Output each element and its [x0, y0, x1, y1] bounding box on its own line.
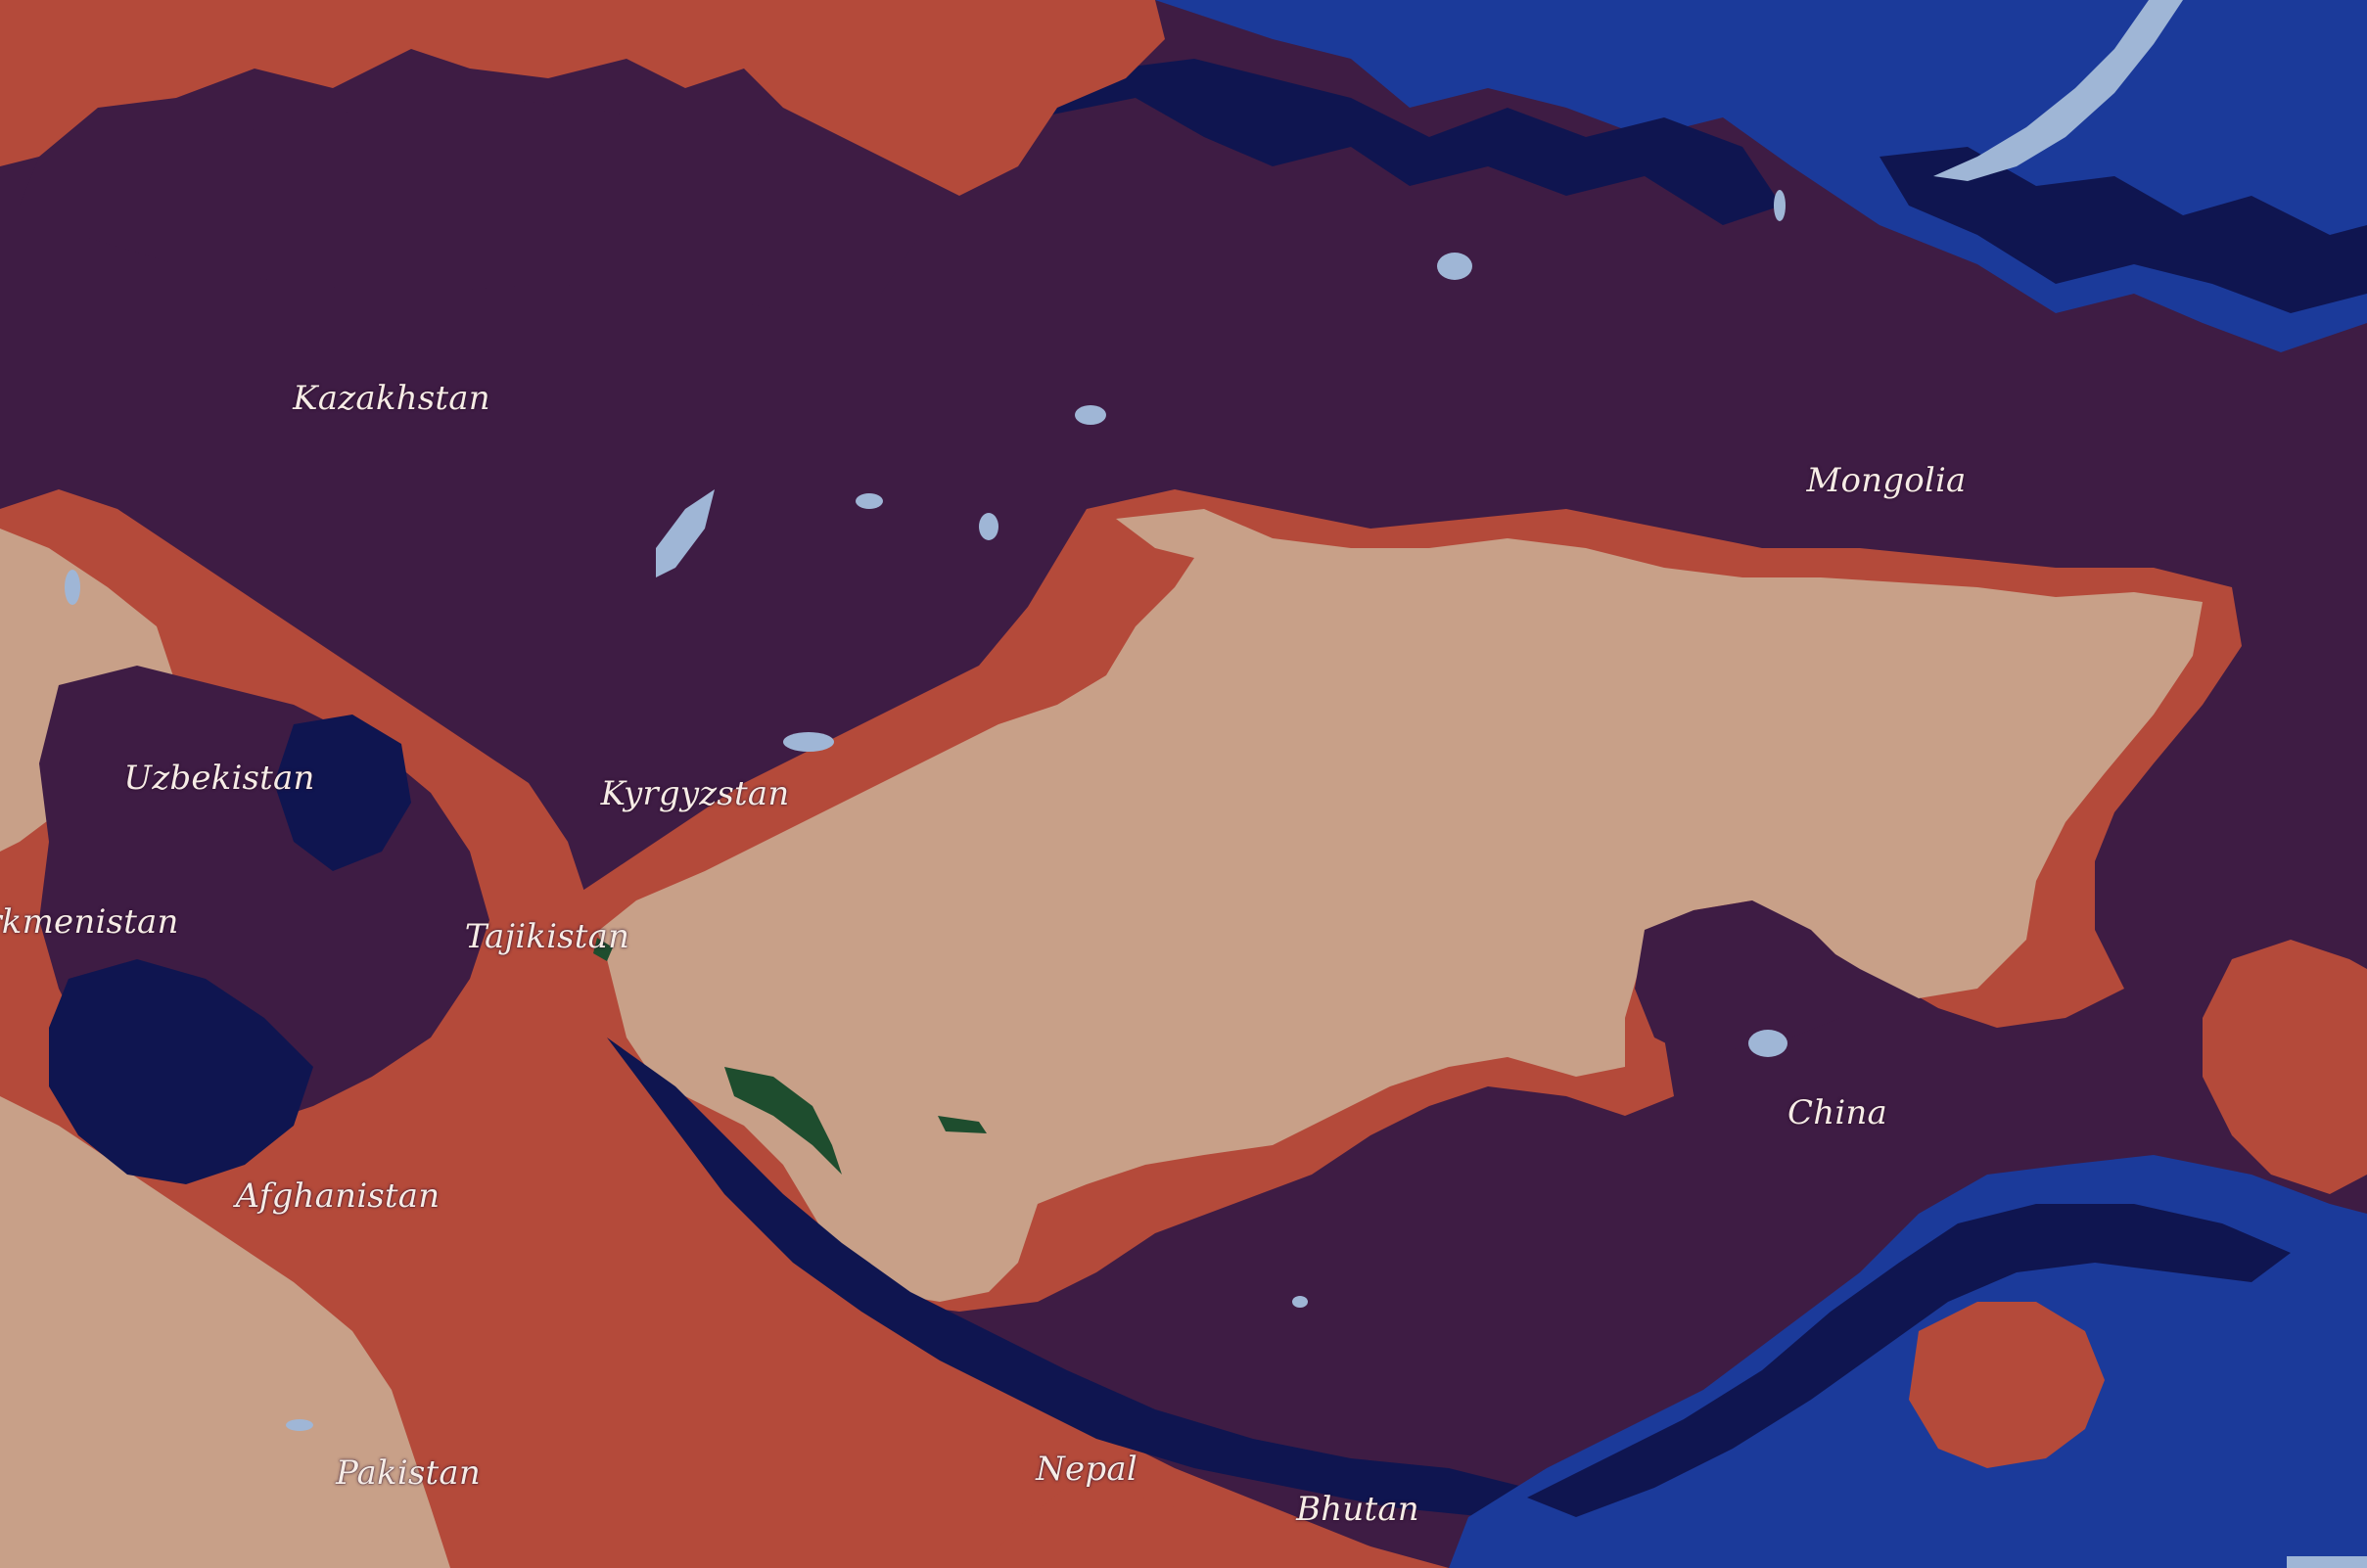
region-himalaya-navy: [607, 1038, 1527, 1517]
region-south-terracotta-strip: [979, 1478, 1449, 1568]
label-kazakhstan[interactable]: Kazakhstan: [293, 379, 490, 418]
forest-patch-1: [724, 1067, 842, 1175]
region-north-east-navy-2: [1880, 147, 2367, 313]
label-mongolia[interactable]: Mongolia: [1806, 461, 1967, 500]
label-afghanistan[interactable]: Afghanistan: [235, 1176, 441, 1216]
lake-6: [65, 570, 80, 605]
label-tajikistan[interactable]: Tajikistan: [464, 917, 630, 956]
edge-strip: [2287, 1556, 2367, 1568]
region-plateau-sand: [558, 509, 2203, 1302]
forest-patch-3: [593, 938, 613, 961]
lake-1: [1437, 253, 1472, 280]
region-west-navy-2: [274, 715, 411, 871]
label-turkmenistan[interactable]: rkmenistan: [0, 902, 179, 942]
lake-7: [286, 1419, 313, 1431]
lake-balkhash: [656, 489, 715, 577]
lake-9: [1774, 190, 1786, 221]
label-kyrgyzstan[interactable]: Kyrgyzstan: [600, 774, 790, 813]
label-china[interactable]: China: [1787, 1093, 1887, 1132]
label-pakistan[interactable]: Pakistan: [336, 1453, 481, 1493]
region-basin-purple: [1635, 900, 1850, 1057]
label-nepal[interactable]: Nepal: [1036, 1450, 1137, 1489]
region-north-purple-inlet: [20, 98, 920, 313]
region-south-east-terracotta: [1909, 1302, 2105, 1468]
lake-5: [979, 513, 998, 540]
region-north-terracotta: [0, 0, 1165, 196]
region-south-east-navy: [1527, 1204, 2291, 1517]
lake-baikal: [1933, 0, 2183, 181]
region-west-navy: [49, 959, 313, 1184]
label-bhutan[interactable]: Bhutan: [1296, 1490, 1419, 1529]
region-west-sand: [0, 1096, 450, 1568]
lake-basin: [1748, 1030, 1787, 1057]
lake-2: [1075, 405, 1106, 425]
forest-patch-2: [938, 1116, 987, 1133]
lake-3: [783, 732, 834, 752]
lake-8: [1292, 1296, 1308, 1308]
region-east-terracotta: [2203, 940, 2367, 1194]
region-north-east-navy: [1038, 59, 1782, 225]
lake-4: [856, 493, 883, 509]
label-uzbekistan[interactable]: Uzbekistan: [123, 759, 315, 798]
